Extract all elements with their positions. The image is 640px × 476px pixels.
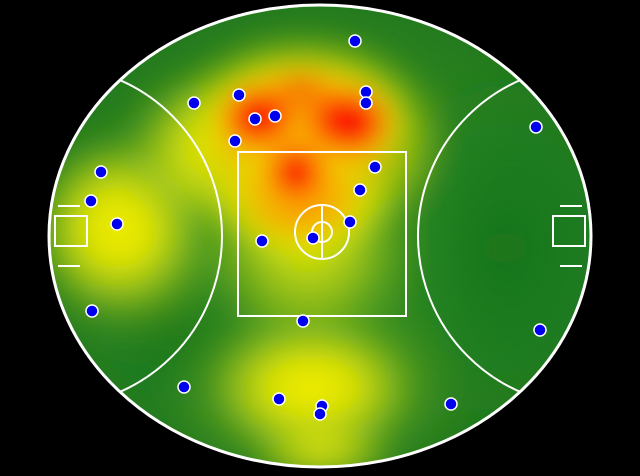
event-point — [313, 407, 327, 421]
event-point — [343, 215, 357, 229]
fifty-metre-arc-right — [417, 65, 589, 407]
event-point — [248, 112, 262, 126]
event-point — [85, 304, 99, 318]
pitch-markings — [47, 3, 593, 469]
goal-square-left — [54, 215, 88, 247]
event-point — [232, 88, 246, 102]
goal-square-right — [552, 215, 586, 247]
fifty-metre-arc-left — [51, 65, 223, 407]
event-point — [296, 314, 310, 328]
event-point — [353, 183, 367, 197]
event-point-group — [84, 34, 547, 421]
event-point — [348, 34, 362, 48]
event-point — [177, 380, 191, 394]
event-point — [187, 96, 201, 110]
event-point — [368, 160, 382, 174]
event-point — [255, 234, 269, 248]
event-point — [533, 323, 547, 337]
event-point — [359, 96, 373, 110]
event-point — [444, 397, 458, 411]
centre-square — [237, 151, 407, 317]
event-point — [306, 231, 320, 245]
event-point — [228, 134, 242, 148]
heat-blob-core-red-stem — [252, 130, 340, 214]
boundary-line — [47, 3, 593, 469]
event-point — [84, 194, 98, 208]
event-point — [529, 120, 543, 134]
heat-blob-bottom-edge-yellow — [242, 410, 402, 467]
event-point — [268, 109, 282, 123]
event-point — [359, 85, 373, 99]
event-point — [272, 392, 286, 406]
clipped-markings — [51, 65, 589, 407]
event-point — [110, 217, 124, 231]
event-point — [94, 165, 108, 179]
